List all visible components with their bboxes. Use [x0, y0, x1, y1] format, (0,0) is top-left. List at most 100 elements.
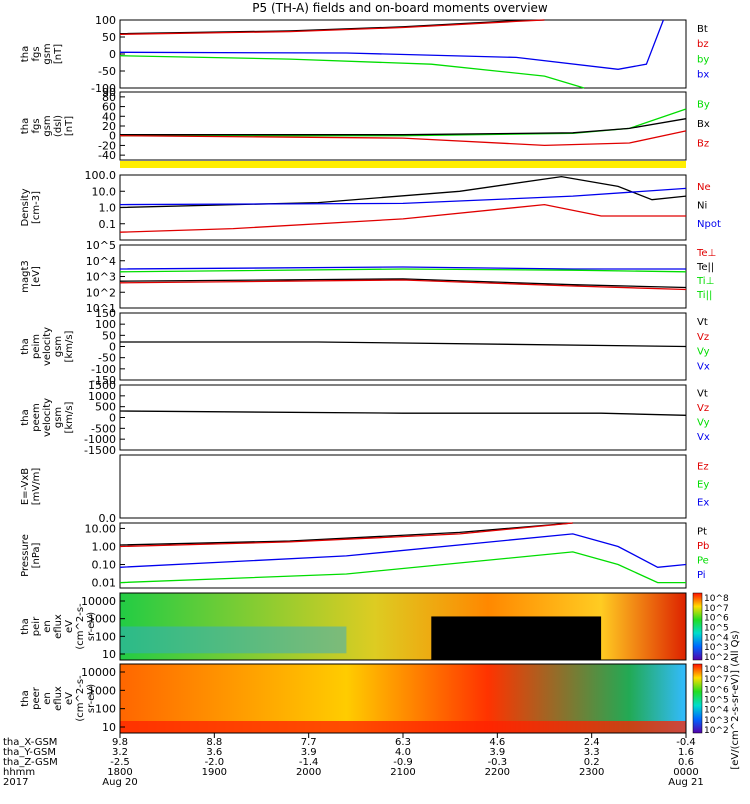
- ephemeris-value: 4.6: [489, 737, 505, 748]
- ephemeris-label: tha_X-GSM: [3, 737, 57, 748]
- colorbar-tick: 10^7: [704, 675, 729, 685]
- y-axis-label-line: [cm-3]: [31, 191, 42, 224]
- series-Pb: [119, 522, 573, 548]
- separator-bar: [120, 161, 686, 168]
- ephemeris-value: 3.9: [489, 747, 505, 758]
- ephemeris-label: 2017: [3, 777, 28, 788]
- ephemeris-label: hhmm: [3, 767, 35, 778]
- series-Te⊥: [119, 279, 687, 291]
- y-axis-label-line: (cm^2-s-: [75, 603, 86, 650]
- legend-Ex: Ex: [697, 497, 709, 508]
- colorbar-tick: 10^6: [704, 685, 729, 695]
- y-tick-label: 50: [102, 31, 116, 44]
- ephemeris-value: 1.6: [678, 747, 694, 758]
- y-tick-label: -150: [91, 374, 116, 387]
- y-tick-label: 10000: [81, 595, 116, 608]
- ephemeris-value: 6.3: [395, 737, 411, 748]
- series-By: [120, 108, 687, 137]
- series-Bx: [120, 118, 687, 136]
- y-tick-label: -100: [91, 363, 116, 376]
- colorbar-peir_flux: 10^810^710^610^510^410^310^2: [692, 592, 729, 663]
- legend-Ey: Ey: [697, 479, 709, 490]
- panel-frame: [119, 592, 687, 661]
- ephemeris-table: tha_X-GSMtha_Y-GSMtha_Z-GSMhhmm20179.83.…: [3, 733, 704, 788]
- spectrogram-void: [431, 616, 602, 660]
- legend-Vy: Vy: [697, 347, 710, 358]
- legend-Te⊥: Te⊥: [696, 248, 716, 259]
- y-axis-label-line: gsm: [42, 115, 53, 136]
- series-Vt: [119, 410, 687, 416]
- y-tick-label: 0: [109, 412, 116, 425]
- legend-Pt: Pt: [697, 527, 707, 538]
- series-Bz: [119, 130, 687, 147]
- y-tick-label: 100: [95, 318, 116, 331]
- panel-temperature: 10^5 10^4 10^3 10^2 10^1 magt3[eV] Te⊥ Te|| Ti⊥ T…: [20, 239, 716, 315]
- colorbar-peer_flux: 10^810^710^610^510^410^310^2: [692, 663, 729, 736]
- series-Pe: [119, 551, 686, 584]
- y-axis-label-line: magt3: [20, 260, 31, 293]
- figure-title: P5 (TH-A) fields and on-board moments ov…: [252, 1, 548, 15]
- legend-Vz: Vz: [697, 332, 709, 343]
- y-axis-label-line: [nT]: [64, 116, 75, 136]
- y-axis-label-line: [nPa]: [31, 542, 42, 568]
- y-tick-label: 1.0: [99, 202, 117, 215]
- y-axis-label-line: eflux: [53, 614, 64, 639]
- y-tick-label: 10^3: [86, 271, 116, 284]
- panel-fgs_gsm: 100 50 0 -50 -100 thafgsgsm[nT] Bt bz by bx: [20, 14, 709, 95]
- panel-peir_flux: 10000 1000 100 10 thapeirenefluxeV(cm^2-s-sr…: [20, 592, 687, 661]
- y-tick-label: -20: [98, 139, 116, 152]
- y-axis-label-line: en: [42, 620, 53, 633]
- y-tick-label: 10: [102, 648, 116, 661]
- ephemeris-value: -0.4: [676, 737, 696, 748]
- y-tick-label: 1500: [88, 379, 116, 392]
- y-axis-label-line: gsm: [42, 43, 53, 64]
- ephemeris-value: 9.8: [112, 737, 128, 748]
- colorbar-tick: 10^2: [704, 726, 729, 736]
- y-axis-label: Density[cm-3]: [20, 188, 42, 226]
- y-axis-label-line: sr-eV): [86, 684, 97, 713]
- ephemeris-value: -0.9: [393, 757, 413, 768]
- legend-Vx: Vx: [697, 362, 710, 373]
- y-tick-label: 10^1: [86, 302, 116, 315]
- ephemeris-value: 1800: [107, 767, 132, 778]
- y-tick-label: 80: [102, 91, 116, 104]
- y-axis-label: thafgsgsm[nT]: [20, 43, 64, 64]
- y-tick-label: -100: [91, 82, 116, 95]
- panel-frame: [119, 384, 687, 451]
- colorbar-strip: [692, 592, 703, 661]
- colorbar-label: [eV/(cm^2-s-sr-eV)] (All Qs): [730, 630, 741, 769]
- y-axis-label-line: eflux: [53, 686, 64, 711]
- series-bz: [119, 19, 545, 35]
- panel-pressure: 10.00 1.00 0.10 0.01 Pressure[nPa] Pt Pb Pe Pi: [20, 522, 709, 590]
- panel-frame: [119, 244, 687, 309]
- y-axis-label-line: Density: [20, 188, 31, 226]
- y-axis-label-line: E=-VxB: [20, 468, 31, 505]
- spectrogram-band: [120, 626, 347, 654]
- y-axis-label-line: tha: [20, 409, 31, 425]
- legend-Vz: Vz: [697, 403, 709, 414]
- ephemeris-value: 2100: [390, 767, 415, 778]
- colorbar-tick: 10^3: [704, 716, 729, 726]
- ephemeris-value: -2.0: [205, 757, 225, 768]
- legend-by: by: [697, 54, 709, 65]
- legend-Te||: Te||: [696, 262, 714, 273]
- y-tick-label: 20: [102, 120, 116, 133]
- y-axis-label-line: [nT]: [53, 44, 64, 64]
- y-tick-label: -50: [98, 352, 116, 365]
- y-axis-label-line: [km/s]: [64, 401, 75, 433]
- y-axis-label: thapeerenefluxeV(cm^2-s-sr-eV): [20, 675, 97, 722]
- y-tick-label: 0: [109, 48, 116, 61]
- panel-frame: [119, 522, 687, 589]
- y-tick-label: 10: [102, 721, 116, 734]
- colorbar-tick: 10^5: [704, 696, 729, 706]
- y-tick-label: 0.0: [99, 512, 117, 525]
- ephemeris-value: 2200: [485, 767, 510, 778]
- panel-frame: [119, 454, 687, 519]
- y-tick-label: 60: [102, 101, 116, 114]
- y-tick-label: 50: [102, 329, 116, 342]
- y-tick-label: 10000: [81, 666, 116, 679]
- y-axis-label: thafgsgsm(dsl)[nT]: [20, 115, 75, 137]
- y-tick-label: 100: [95, 703, 116, 716]
